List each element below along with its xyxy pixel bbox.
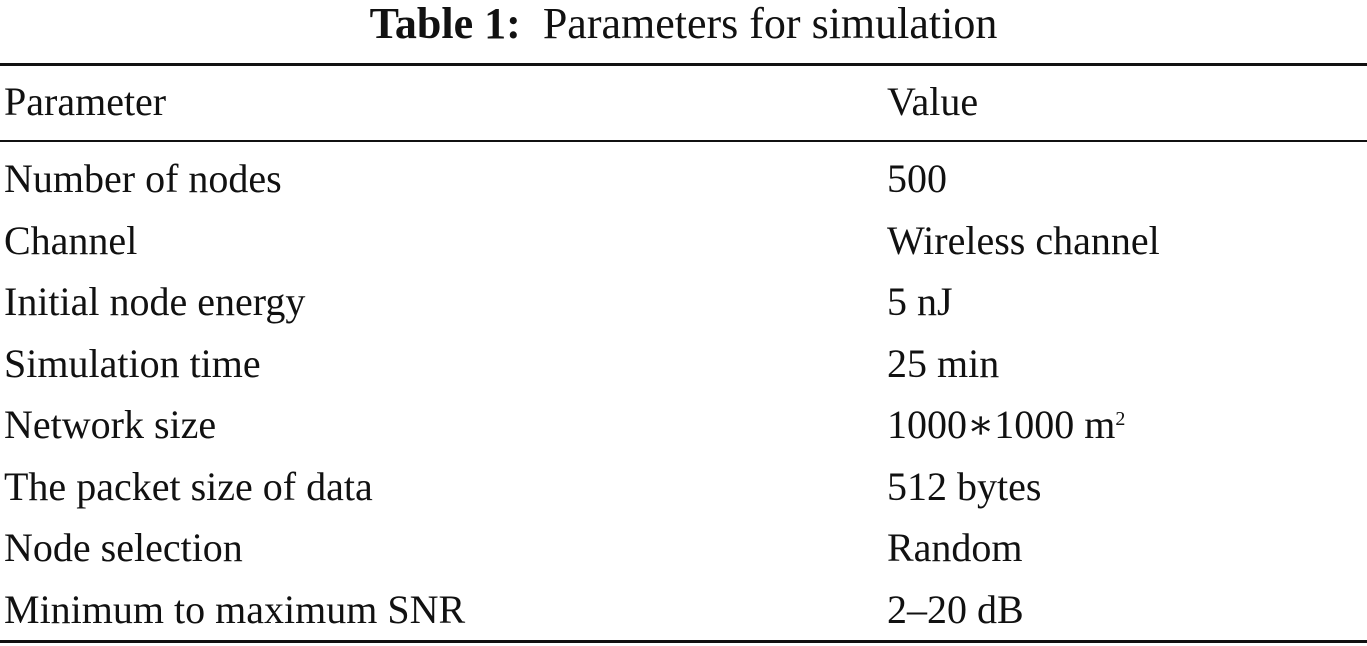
parameter-cell: Network size	[4, 402, 217, 447]
header-parameter: Parameter	[4, 79, 167, 124]
value-cell: Random	[887, 518, 1023, 578]
value-cell: 1000∗1000 m2	[887, 395, 1125, 455]
value-text: Random	[887, 525, 1023, 570]
top-rule	[0, 63, 1367, 66]
parameter-cell: The packet size of data	[4, 463, 373, 509]
superscript: 2	[1115, 408, 1126, 430]
parameter-cell: Simulation time	[4, 340, 261, 386]
value-cell: 2–20 dB	[887, 580, 1024, 640]
parameter-cell: Minimum to maximum SNR	[4, 586, 466, 632]
table-row: Simulation time 25 min	[0, 334, 1367, 394]
value-text: Wireless channel	[887, 217, 1160, 263]
table-caption: Table 1: Parameters for simulation	[0, 0, 1367, 48]
caption-label: Table 1:	[369, 0, 521, 48]
caption-title: Parameters for simulation	[542, 0, 998, 48]
value-text: 500	[887, 156, 947, 201]
table-row: Initial node energy 5 nJ	[0, 272, 1367, 332]
value-text: 25 min	[887, 340, 1000, 386]
parameter-cell: Channel	[4, 217, 138, 263]
table-row: Channel Wireless channel	[0, 211, 1367, 271]
table-row: Minimum to maximum SNR 2–20 dB	[0, 580, 1367, 640]
parameter-cell: Node selection	[4, 525, 243, 570]
header-rule	[0, 140, 1367, 142]
header-value: Value	[887, 79, 979, 124]
parameter-cell: Initial node energy	[4, 279, 306, 324]
value-text: 2–20 dB	[887, 586, 1024, 632]
value-text: 5 nJ	[887, 279, 953, 324]
parameter-cell: Number of nodes	[4, 156, 282, 201]
value-cell: 500	[887, 149, 947, 209]
header-row: Parameter Value	[0, 72, 1367, 132]
value-text: 1000∗1000 m	[887, 402, 1116, 447]
value-cell: Wireless channel	[887, 211, 1160, 271]
table-row: Node selection Random	[0, 518, 1367, 578]
value-cell: 5 nJ	[887, 272, 953, 332]
bottom-rule	[0, 640, 1367, 643]
value-cell: 512 bytes	[887, 457, 1041, 517]
value-cell: 25 min	[887, 334, 999, 394]
table-row: Network size 1000∗1000 m2	[0, 395, 1367, 455]
table-row: Number of nodes 500	[0, 149, 1367, 209]
value-text: 512 bytes	[887, 463, 1042, 509]
table-row: The packet size of data 512 bytes	[0, 457, 1367, 517]
